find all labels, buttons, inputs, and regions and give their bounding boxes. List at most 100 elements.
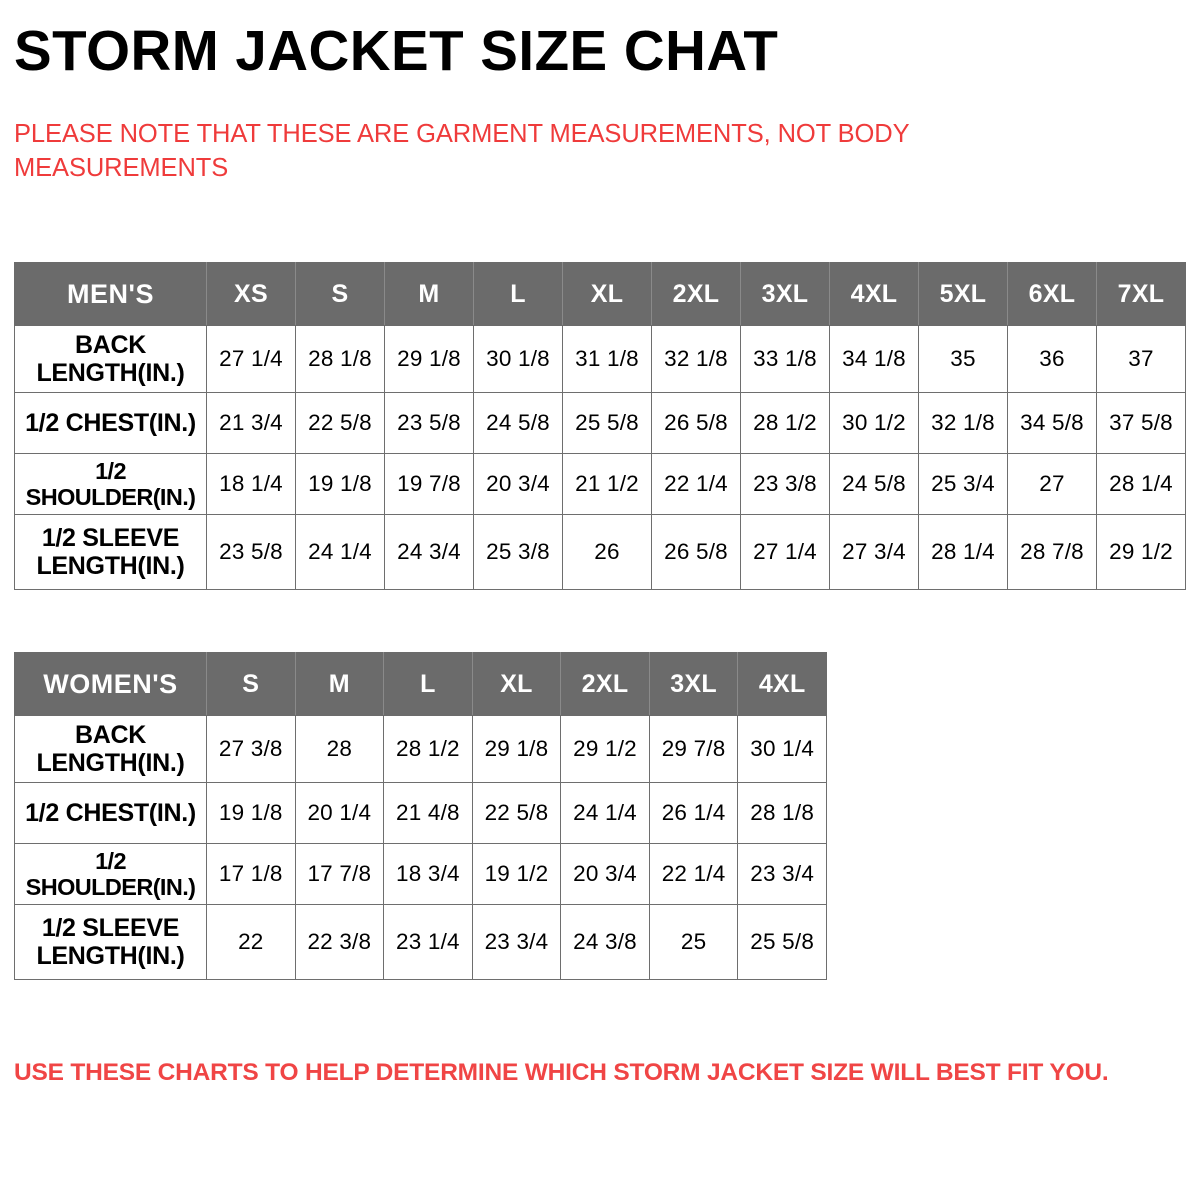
table-row: 1/2 CHEST(IN.) 19 1/8 20 1/4 21 4/8 22 5… [14,782,827,844]
mens-row-label-back-length: BACK LENGTH(IN.) [14,325,207,393]
cell-value: 35 [918,325,1008,393]
cell-value: 25 3/4 [918,453,1008,515]
cell-value: 22 [206,904,296,980]
womens-header-label: WOMEN'S [14,652,207,716]
womens-row-label-half-chest: 1/2 CHEST(IN.) [14,782,207,844]
cell-value: 20 1/4 [294,782,385,844]
cell-value: 24 5/8 [473,392,563,454]
cell-value: 33 1/8 [740,325,830,393]
womens-col-xl: XL [471,652,562,716]
cell-value: 37 [1096,325,1186,393]
cell-value: 19 7/8 [384,453,474,515]
mens-row-label-half-chest: 1/2 CHEST(IN.) [14,392,207,454]
cell-value: 23 5/8 [384,392,474,454]
cell-value: 24 5/8 [829,453,919,515]
womens-row-label-half-shoulder: 1/2 SHOULDER(IN.) [14,843,207,905]
mens-col-5xl: 5XL [918,262,1008,326]
cell-value: 26 [562,514,652,590]
cell-value: 29 1/2 [560,715,650,783]
cell-value: 29 1/2 [1096,514,1186,590]
womens-col-s: S [206,652,296,716]
cell-value: 20 3/4 [560,843,650,905]
mens-col-s: S [295,262,385,326]
cell-value: 28 1/2 [383,715,473,783]
table-row: 1/2 SLEEVE LENGTH(IN.) 23 5/8 24 1/4 24 … [14,514,1186,590]
label-line-1: 1/2 SLEEVE [41,914,180,942]
cell-value: 27 3/8 [206,715,296,783]
mens-col-2xl: 2XL [651,262,741,326]
cell-value: 22 1/4 [651,453,741,515]
cell-value: 27 [1007,453,1097,515]
cell-value: 25 3/8 [473,514,563,590]
cell-value: 21 1/2 [562,453,652,515]
womens-table-body: BACK LENGTH(IN.) 27 3/8 28 28 1/2 29 1/8… [14,715,827,980]
cell-value: 23 3/4 [737,843,827,905]
cell-value: 32 1/8 [651,325,741,393]
cell-value: 18 1/4 [206,453,296,515]
cell-value: 28 1/4 [1096,453,1186,515]
cell-value: 17 7/8 [294,843,385,905]
label-line-2: LENGTH(IN.) [36,942,185,970]
cell-value: 32 1/8 [918,392,1008,454]
cell-value: 30 1/4 [737,715,827,783]
cell-value: 22 5/8 [295,392,385,454]
cell-value: 23 1/4 [383,904,473,980]
cell-value: 23 5/8 [206,514,296,590]
mens-col-3xl: 3XL [740,262,830,326]
womens-size-table: WOMEN'S S M L XL 2XL 3XL 4XL BACK LENGTH… [14,652,827,980]
cell-value: 36 [1007,325,1097,393]
mens-header-label: MEN'S [14,262,207,326]
cell-value: 29 1/8 [471,715,562,783]
cell-value: 19 1/8 [206,782,296,844]
cell-value: 26 5/8 [651,514,741,590]
cell-value: 19 1/8 [295,453,385,515]
cell-value: 29 7/8 [648,715,739,783]
cell-value: 37 5/8 [1096,392,1186,454]
table-row: 1/2 SHOULDER(IN.) 18 1/4 19 1/8 19 7/8 2… [14,453,1186,515]
label-line-1: BACK [74,721,147,749]
womens-col-3xl: 3XL [648,652,739,716]
cell-value: 27 1/4 [740,514,830,590]
label-line-2: LENGTH(IN.) [36,552,185,580]
cell-value: 26 1/4 [648,782,739,844]
cell-value: 22 3/8 [294,904,385,980]
cell-value: 24 1/4 [560,782,650,844]
mens-col-l: L [473,262,563,326]
cell-value: 30 1/2 [829,392,919,454]
cell-value: 23 3/8 [740,453,830,515]
womens-col-m: M [294,652,385,716]
cell-value: 22 1/4 [648,843,739,905]
label-line-1: BACK [74,331,147,359]
cell-value: 28 1/8 [295,325,385,393]
womens-table-head: WOMEN'S S M L XL 2XL 3XL 4XL [14,652,827,716]
cell-value: 20 3/4 [473,453,563,515]
cell-value: 24 3/4 [384,514,474,590]
garment-measurement-note: PLEASE NOTE THAT THESE ARE GARMENT MEASU… [14,120,910,182]
cell-value: 30 1/8 [473,325,563,393]
cell-value: 34 1/8 [829,325,919,393]
table-row: 1/2 SHOULDER(IN.) 17 1/8 17 7/8 18 3/4 1… [14,843,827,905]
cell-value: 18 3/4 [383,843,473,905]
cell-value: 25 [648,904,739,980]
mens-col-xs: XS [206,262,296,326]
table-row: 1/2 CHEST(IN.) 21 3/4 22 5/8 23 5/8 24 5… [14,392,1186,454]
mens-col-m: M [384,262,474,326]
womens-row-label-back-length: BACK LENGTH(IN.) [14,715,207,783]
womens-header-row: WOMEN'S S M L XL 2XL 3XL 4XL [14,652,827,716]
mens-row-label-half-sleeve-length: 1/2 SLEEVE LENGTH(IN.) [14,514,207,590]
cell-value: 28 1/2 [740,392,830,454]
womens-col-l: L [383,652,473,716]
label-line-1: 1/2 SLEEVE [41,524,180,552]
mens-table-head: MEN'S XS S M L XL 2XL 3XL 4XL 5XL 6XL 7X… [14,262,1186,326]
cell-value: 19 1/2 [471,843,562,905]
cell-value: 22 5/8 [471,782,562,844]
womens-row-label-half-sleeve-length: 1/2 SLEEVE LENGTH(IN.) [14,904,207,980]
mens-col-xl: XL [562,262,652,326]
table-row: BACK LENGTH(IN.) 27 1/4 28 1/8 29 1/8 30… [14,325,1186,393]
cell-value: 21 4/8 [383,782,473,844]
table-row: 1/2 SLEEVE LENGTH(IN.) 22 22 3/8 23 1/4 … [14,904,827,980]
cell-value: 23 3/4 [471,904,562,980]
cell-value: 28 [294,715,385,783]
table-row: BACK LENGTH(IN.) 27 3/8 28 28 1/2 29 1/8… [14,715,827,783]
cell-value: 25 5/8 [562,392,652,454]
